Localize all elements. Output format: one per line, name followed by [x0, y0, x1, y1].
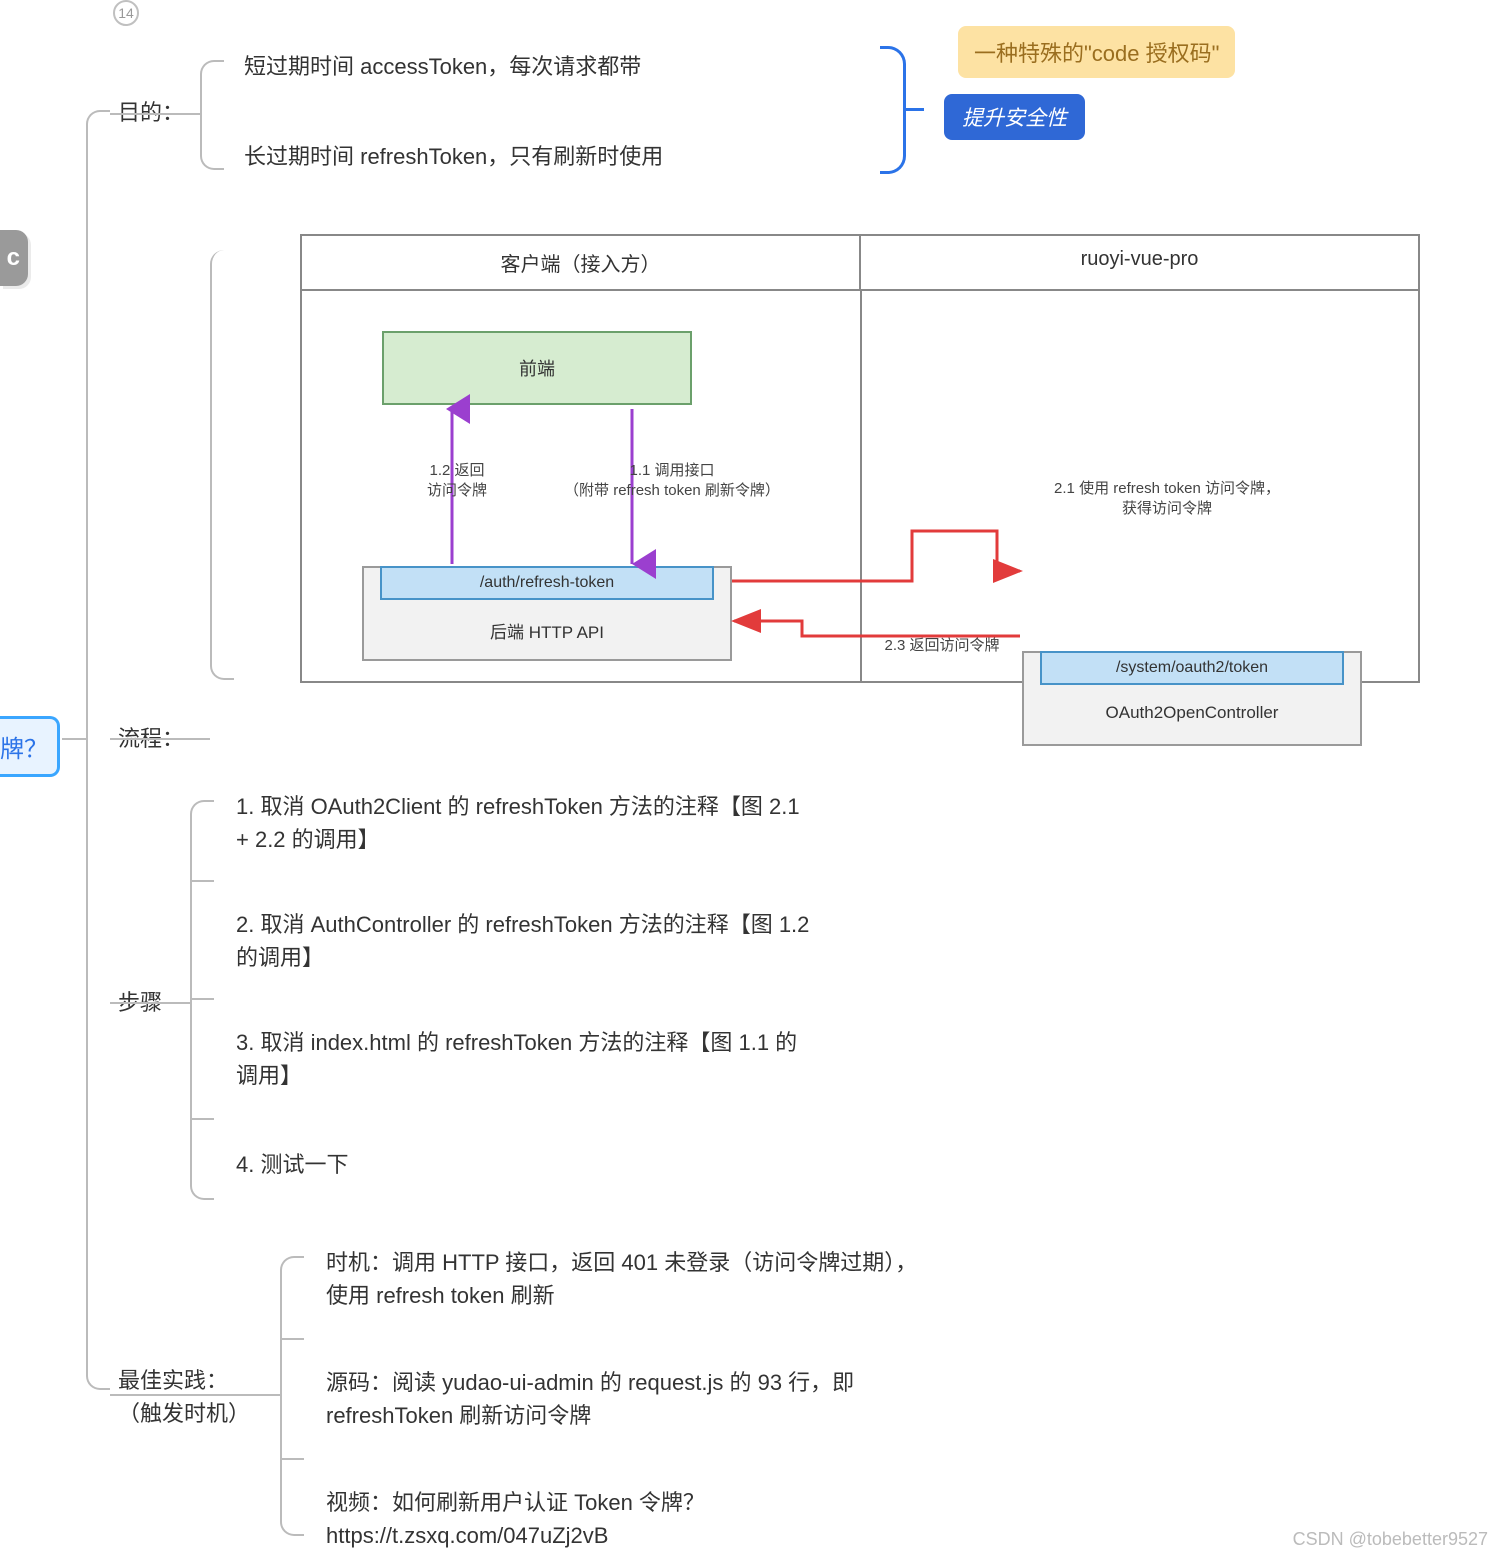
step-2: 2. 取消 AuthController 的 refreshToken 方法的注… — [222, 900, 842, 982]
arch-label-21: 2.1 使用 refresh token 访问令牌， 获得访问令牌 — [1002, 479, 1332, 518]
best-stem — [110, 1394, 280, 1396]
curly-tick — [906, 108, 924, 111]
purpose-item-0: 短过期时间 accessToken，每次请求都带 — [230, 42, 840, 91]
steps-div-1 — [190, 880, 214, 882]
step-3: 3. 取消 index.html 的 refreshToken 方法的注释【图 … — [222, 1018, 832, 1100]
best-1: 时机：调用 HTTP 接口，返回 401 未登录（访问令牌过期），使用 refr… — [312, 1238, 942, 1320]
badge-code-auth: 一种特殊的"code 授权码" — [958, 26, 1235, 78]
section-label-best: 最佳实践： （触发时机） — [118, 1364, 250, 1430]
badge-security: 提升安全性 — [944, 94, 1085, 140]
trunk-bracket — [86, 110, 110, 1390]
arch-body: 前端 /auth/refresh-token 后端 HTTP API /syst… — [302, 291, 1418, 681]
best-div-1 — [280, 1338, 304, 1340]
steps-stem — [110, 1002, 190, 1004]
arch-oauth-label: OAuth2OpenController — [1024, 685, 1360, 723]
curly-brace — [880, 46, 906, 174]
purpose-stem — [110, 113, 200, 115]
flow-stem — [110, 738, 210, 740]
best-3: 视频：如何刷新用户认证 Token 令牌？ https://t.zsxq.com… — [312, 1478, 932, 1560]
trunk-tick — [62, 738, 86, 740]
arch-header: 客户端（接入方） ruoyi-vue-pro — [302, 236, 1418, 291]
steps-div-2 — [190, 998, 214, 1000]
watermark: CSDN @tobebetter9527 — [1293, 1529, 1488, 1550]
step-4: 4. 测试一下 — [222, 1140, 472, 1189]
best-2: 源码：阅读 yudao-ui-admin 的 request.js 的 93 行… — [312, 1358, 912, 1440]
step-1: 1. 取消 OAuth2Client 的 refreshToken 方法的注释【… — [222, 782, 822, 864]
node-number-badge: 14 — [113, 0, 139, 26]
steps-bracket — [190, 800, 214, 1200]
flow-bracket — [210, 250, 234, 680]
arch-header-right: ruoyi-vue-pro — [861, 236, 1418, 289]
node-number: 14 — [118, 5, 134, 21]
arch-header-left: 客户端（接入方） — [302, 236, 861, 289]
best-bracket — [280, 1256, 304, 1536]
left-tab-grey: c — [0, 230, 28, 286]
purpose-item-1: 长过期时间 refreshToken，只有刷新时使用 — [230, 132, 880, 181]
arch-diagram: 客户端（接入方） ruoyi-vue-pro 前端 /auth/refresh-… — [300, 234, 1420, 683]
left-tab-blue[interactable]: 牌？ — [0, 716, 60, 777]
purpose-bracket — [200, 60, 224, 170]
steps-div-3 — [190, 1118, 214, 1120]
best-div-2 — [280, 1458, 304, 1460]
arch-label-23: 2.3 返回访问令牌 — [842, 636, 1042, 656]
